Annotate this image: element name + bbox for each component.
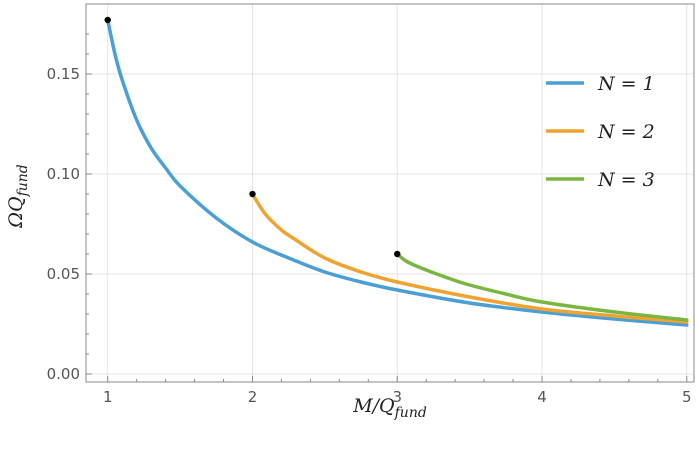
x-tick-label: 5 <box>682 388 692 406</box>
x-tick-label: 1 <box>103 388 113 406</box>
x-axis-title: M/Qfund <box>352 395 427 421</box>
y-axis-title: ΩQfund <box>5 164 31 229</box>
x-axis-title-main: M/Q <box>352 395 394 417</box>
y-axis-title-main: ΩQ <box>5 196 27 228</box>
x-tick-label: 4 <box>537 388 547 406</box>
x-tick-label: 2 <box>248 388 258 406</box>
axis-ticks: 1 2 3 4 5 0.00 0.05 0.10 0.15 <box>47 33 692 406</box>
legend-label-n1: N = 1 <box>597 73 655 95</box>
y-tick-label: 0.00 <box>47 365 80 383</box>
y-tick-label: 0.15 <box>47 65 80 83</box>
endpoint-marker-3 <box>394 250 401 258</box>
plot-frame <box>85 3 695 383</box>
y-axis-title-subscript: fund <box>15 164 31 197</box>
endpoint-markers <box>104 16 401 258</box>
legend-label-n3: N = 3 <box>597 169 655 191</box>
series-line-n1 <box>105 18 689 327</box>
series-lines <box>105 18 689 327</box>
series-line-n2 <box>250 192 689 324</box>
x-tick-label: 3 <box>392 388 402 406</box>
x-axis-title-subscript: fund <box>394 405 427 421</box>
y-tick-label: 0.10 <box>47 165 80 183</box>
endpoint-marker-1 <box>104 16 111 24</box>
y-tick-label: 0.05 <box>47 265 80 283</box>
series-line-n3 <box>395 252 689 322</box>
legend: N = 1 N = 2 N = 3 <box>546 73 655 191</box>
legend-label-n2: N = 2 <box>597 121 655 143</box>
endpoint-marker-2 <box>249 190 256 198</box>
